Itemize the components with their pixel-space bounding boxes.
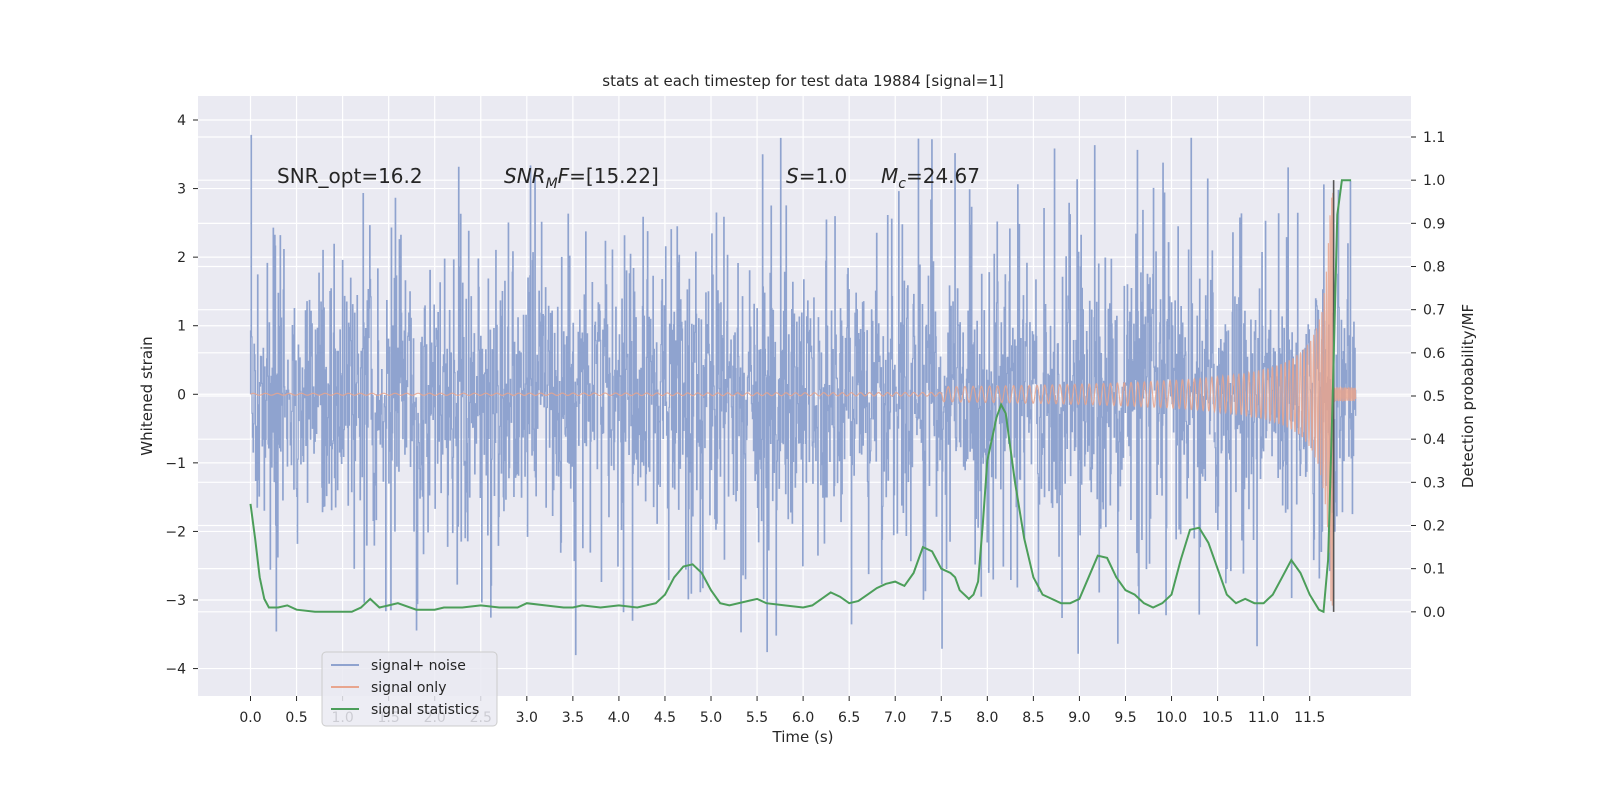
y-tick-label: 0 [177, 387, 186, 403]
legend-label-signal-statistics: signal statistics [371, 702, 479, 718]
y-tick-label: −4 [165, 662, 186, 678]
legend-label-signal-only: signal only [371, 680, 446, 696]
legend-label-signal-noise: signal+ noise [371, 658, 466, 674]
x-tick-label: 4.0 [608, 710, 630, 726]
y-tick-label: −2 [165, 524, 186, 540]
y2-tick-label: 0.1 [1423, 562, 1445, 578]
x-tick-label: 8.5 [1022, 710, 1044, 726]
x-tick-label: 10.0 [1156, 710, 1187, 726]
series-signal-only [250, 192, 1357, 606]
x-tick-label: 7.0 [884, 710, 906, 726]
y-axis-label: Whitened strain [138, 336, 156, 455]
y2-tick-label: 1.0 [1423, 173, 1445, 189]
x-tick-label: 0.0 [239, 710, 261, 726]
y2-tick-label: 0.9 [1423, 216, 1445, 232]
y2-tick-label: 0.0 [1423, 605, 1445, 621]
x-tick-label: 3.0 [516, 710, 538, 726]
x-tick-label: 7.5 [930, 710, 952, 726]
y-tick-label: 1 [177, 319, 186, 335]
y2-tick-label: 0.8 [1423, 260, 1445, 276]
annotation-snr-mf-value: =[15.22] [569, 164, 659, 188]
y-axis-ticks: 4 3 2 1 0 −1 −2 −3 −4 [165, 113, 198, 678]
y-tick-label: 2 [177, 250, 186, 266]
x-tick-label: 3.5 [562, 710, 584, 726]
series-signal-statistics [249, 179, 1352, 614]
annotation-mc-sub: c [898, 176, 906, 192]
series-signal-noise [249, 134, 1357, 656]
y2-tick-label: 0.6 [1423, 346, 1445, 362]
y2-tick-label: 0.2 [1423, 518, 1445, 534]
x-axis-label: Time (s) [772, 728, 834, 746]
x-tick-label: 9.5 [1114, 710, 1136, 726]
annotation-snr-mf-sub: M [546, 176, 558, 192]
x-tick-label: 4.5 [654, 710, 676, 726]
y2-tick-label: 0.5 [1423, 389, 1445, 405]
x-tick-label: 5.5 [746, 710, 768, 726]
legend: signal+ noise signal only signal statist… [321, 651, 498, 727]
annotation-snr-opt: SNR_opt=16.2 [277, 164, 423, 188]
x-tick-label: 0.5 [285, 710, 307, 726]
y2-tick-label: 0.4 [1423, 432, 1445, 448]
annotation-mc-value: =24.67 [906, 164, 980, 188]
y2-axis-label: Detection probability/MF [1459, 304, 1477, 488]
x-tick-label: 11.0 [1248, 710, 1279, 726]
annotation-snr-mf-var: SNR [504, 164, 546, 188]
x-tick-label: 9.0 [1068, 710, 1090, 726]
y2-tick-label: 1.1 [1423, 130, 1445, 146]
x-tick-label: 6.5 [838, 710, 860, 726]
y-tick-label: −1 [165, 456, 186, 472]
annotation-snr-mf: SNRMF=[15.22] [504, 164, 659, 192]
x-tick-label: 8.0 [976, 710, 998, 726]
x-tick-label: 11.5 [1294, 710, 1325, 726]
y-tick-label: 4 [177, 113, 186, 129]
annotation-s-var: S [786, 164, 799, 188]
chart-title: stats at each timestep for test data 198… [602, 72, 1003, 90]
y-tick-label: −3 [165, 593, 186, 609]
y-tick-label: 3 [177, 182, 186, 198]
annotation-mc-var: M [881, 164, 898, 188]
legend-box [321, 651, 498, 727]
x-tick-label: 5.0 [700, 710, 722, 726]
y2-tick-label: 0.7 [1423, 303, 1445, 319]
y2-axis-ticks: 1.1 1.0 0.9 0.8 0.7 0.6 0.5 0.4 0.3 0.2 0.1 0.0 [1411, 130, 1445, 621]
data-layer [249, 134, 1357, 656]
x-tick-label: 6.0 [792, 710, 814, 726]
annotation-snr-mf-f: F [558, 164, 570, 188]
annotation-mc: Mc=24.67 [881, 164, 980, 192]
annotation-s: S=1.0 [786, 164, 847, 188]
y2-tick-label: 0.3 [1423, 475, 1445, 491]
annotation-s-value: =1.0 [799, 164, 848, 188]
x-tick-label: 10.5 [1202, 710, 1233, 726]
